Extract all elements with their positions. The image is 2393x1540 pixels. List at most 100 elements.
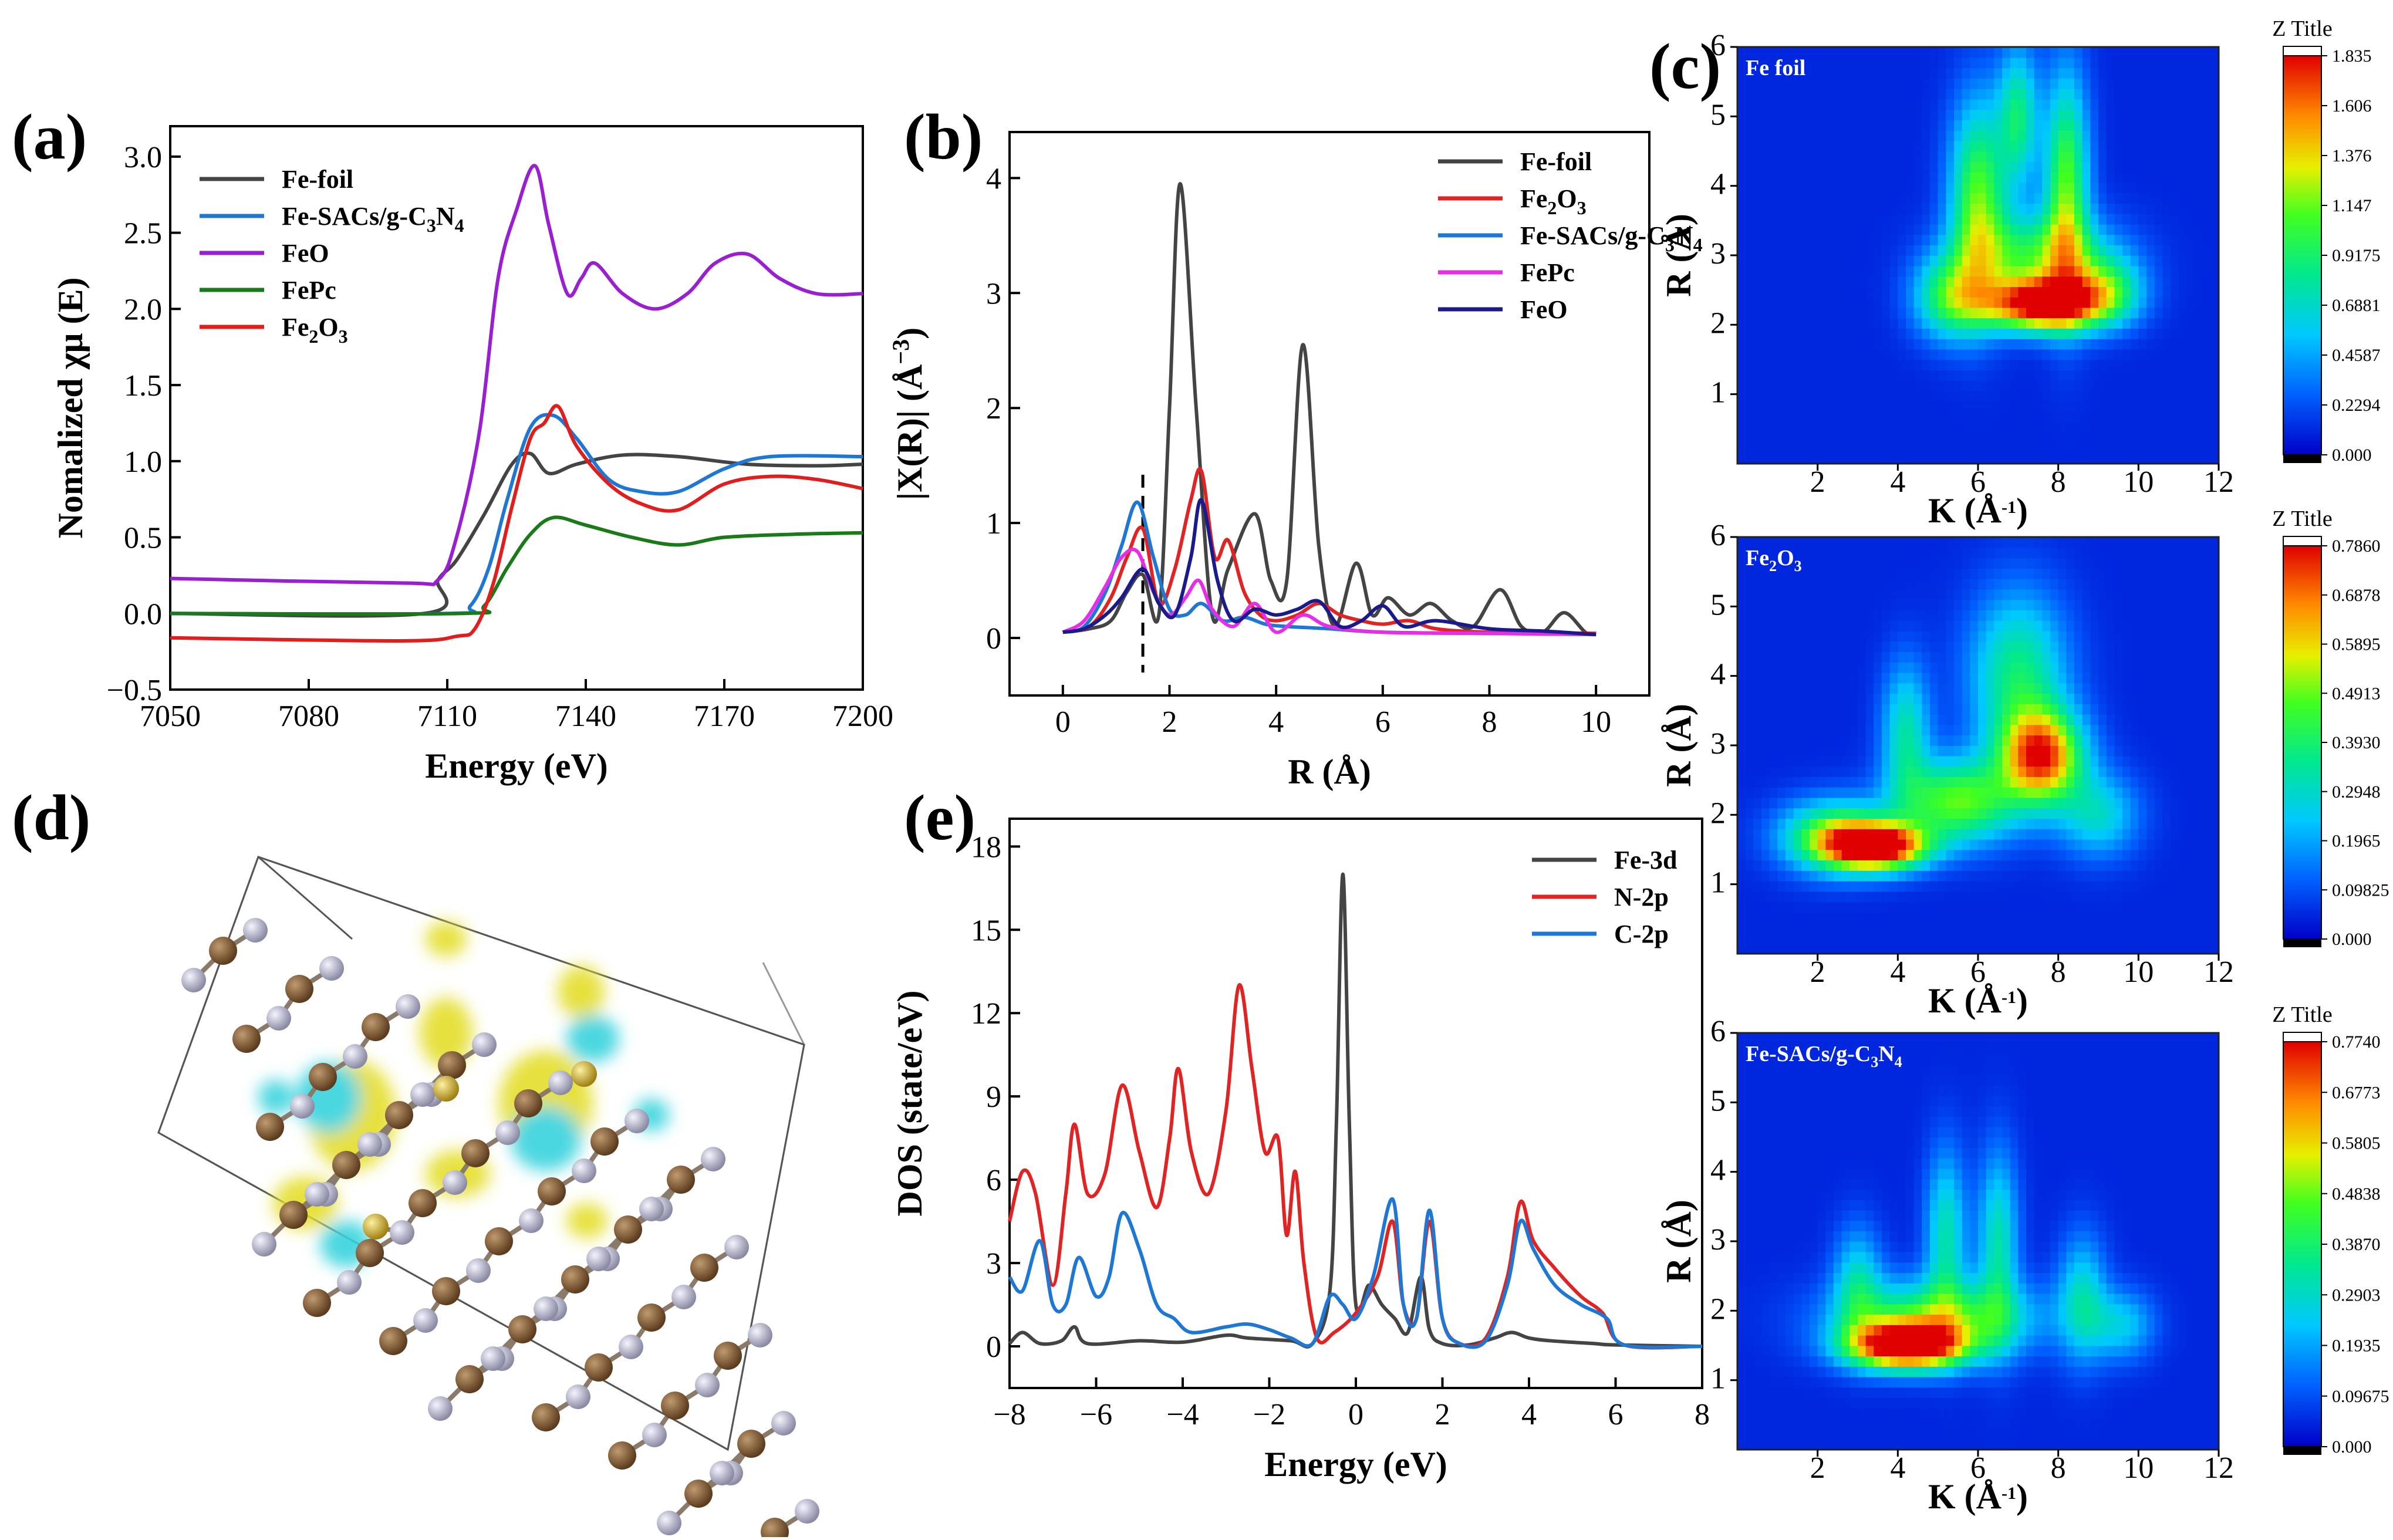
heatmap-cell xyxy=(1994,839,2002,850)
heatmap-cell xyxy=(2138,161,2146,173)
heatmap-cell xyxy=(2131,881,2139,892)
heatmap-cell xyxy=(2131,214,2139,225)
heatmap-cell xyxy=(2171,99,2179,110)
heatmap-cell xyxy=(1770,693,1778,704)
heatmap-cell xyxy=(2179,453,2187,464)
heatmap-cell xyxy=(2131,380,2139,391)
heatmap-cell xyxy=(2026,328,2034,339)
heatmap-cell xyxy=(2098,308,2107,319)
heatmap-cell xyxy=(2074,818,2083,829)
heatmap-cell xyxy=(1866,266,1874,277)
heatmap-cell xyxy=(1753,224,1761,235)
heatmap-cell xyxy=(1858,943,1866,954)
heatmap-cell xyxy=(1777,901,1786,913)
heatmap-cell xyxy=(2171,422,2179,433)
heatmap-cell xyxy=(1866,411,1874,423)
heatmap-cell xyxy=(2155,568,2163,579)
heatmap-cell xyxy=(2171,558,2179,569)
heatmap-cell xyxy=(2058,870,2067,882)
heatmap-cell xyxy=(2002,328,2010,339)
heatmap-cell xyxy=(1777,881,1786,892)
heatmap-cell xyxy=(1849,161,1858,173)
heatmap-cell xyxy=(2018,537,2026,548)
heatmap-cell xyxy=(1970,558,1978,569)
heatmap-cell xyxy=(1914,172,1922,183)
heatmap-cell xyxy=(1914,183,1922,194)
heatmap-cell xyxy=(1818,68,1826,79)
heatmap-cell xyxy=(1946,537,1954,548)
heatmap-cell xyxy=(1978,318,1986,329)
heatmap-cell xyxy=(1994,411,2002,423)
heatmap-cell xyxy=(1753,923,1761,934)
heatmap-cell xyxy=(2114,548,2122,559)
heatmap-cell xyxy=(2042,235,2050,246)
heatmap-cell xyxy=(1978,735,1986,746)
heatmap-cell xyxy=(2138,328,2146,339)
heatmap-cell xyxy=(2026,631,2034,642)
heatmap-cell xyxy=(1810,286,1818,298)
heatmap-cell xyxy=(1737,266,1746,277)
heatmap-cell xyxy=(2098,808,2107,819)
heatmap-cell xyxy=(1842,901,1850,913)
heatmap-cell xyxy=(1777,850,1786,861)
heatmap-cell xyxy=(2114,58,2122,69)
heatmap-cell xyxy=(1954,141,1962,152)
heatmap-cell xyxy=(1818,318,1826,329)
heatmap-cell xyxy=(1914,130,1922,141)
heatmap-cell xyxy=(1858,411,1866,423)
heatmap-cell xyxy=(2162,881,2171,892)
heatmap-cell xyxy=(2138,537,2146,548)
heatmap-cell xyxy=(2042,568,2050,579)
heatmap-cell xyxy=(1922,693,1930,704)
heatmap-cell xyxy=(2195,651,2203,663)
heatmap-cell xyxy=(1994,130,2002,141)
heatmap-cell xyxy=(1946,401,1954,413)
heatmap-cell xyxy=(1786,683,1794,694)
heatmap-cell xyxy=(1922,766,1930,778)
heatmap-cell xyxy=(1962,151,1970,163)
heatmap-cell xyxy=(1801,161,1810,173)
heatmap-cell xyxy=(1818,923,1826,934)
heatmap-cell xyxy=(1938,766,1946,778)
heatmap-cell xyxy=(2186,943,2195,954)
heatmap-cell xyxy=(2034,610,2043,621)
heatmap-cell xyxy=(1922,349,1930,360)
heatmap-cell xyxy=(1794,662,1802,673)
heatmap-cell xyxy=(1874,568,1882,579)
heatmap-cell xyxy=(2195,620,2203,631)
heatmap-cell xyxy=(1994,443,2002,454)
heatmap-cell xyxy=(1962,673,1970,684)
heatmap-cell xyxy=(1777,339,1786,350)
heatmap-cell xyxy=(1746,286,1754,298)
heatmap-cell xyxy=(1930,891,1938,903)
heatmap-cell xyxy=(1753,151,1761,163)
heatmap-cell xyxy=(1770,818,1778,829)
heatmap-cell xyxy=(2122,276,2131,288)
heatmap-cell xyxy=(2042,370,2050,381)
heatmap-cell xyxy=(1994,568,2002,579)
heatmap-cell xyxy=(1761,620,1770,631)
heatmap-cell xyxy=(2195,433,2203,444)
heatmap-cell xyxy=(2034,360,2043,371)
heatmap-cell xyxy=(1858,349,1866,360)
label-part: N xyxy=(436,202,455,231)
legend-entry-3: FePc xyxy=(282,276,336,305)
heatmap-cell xyxy=(1898,839,1906,850)
heatmap-cell xyxy=(1946,860,1954,871)
heatmap-cell xyxy=(2010,860,2019,871)
heatmap-cell xyxy=(1978,683,1986,694)
heatmap-cell xyxy=(1753,818,1761,829)
heatmap-cell xyxy=(2155,203,2163,214)
heatmap-cell xyxy=(2002,120,2010,131)
heatmap-cell xyxy=(1753,360,1761,371)
heatmap-cell xyxy=(2074,433,2083,444)
heatmap-cell xyxy=(2010,433,2019,444)
heatmap-cell xyxy=(1849,391,1858,402)
heatmap-cell xyxy=(1930,214,1938,225)
heatmap-cell xyxy=(1746,422,1754,433)
heatmap-cell xyxy=(2155,266,2163,277)
heatmap-cell xyxy=(1946,756,1954,767)
heatmap-cell xyxy=(1914,808,1922,819)
heatmap-cell xyxy=(2203,172,2211,183)
heatmap-cell xyxy=(2146,161,2155,173)
